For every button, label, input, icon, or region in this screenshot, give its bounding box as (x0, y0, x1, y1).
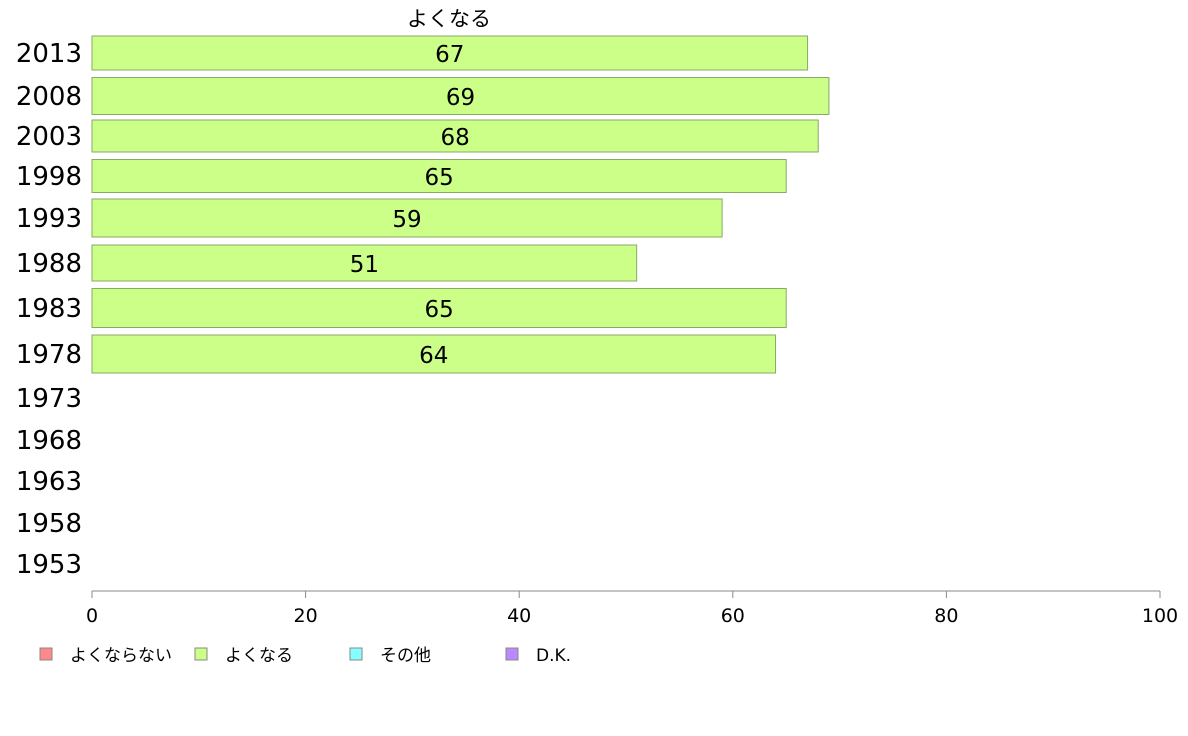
x-tick-label: 100 (1142, 605, 1178, 627)
x-tick-label: 60 (721, 605, 745, 627)
bar-value-label: 69 (446, 85, 475, 111)
legend-swatch (194, 647, 208, 661)
category-label: 1993 (16, 204, 82, 234)
bar (91, 198, 723, 238)
category-label: 1958 (16, 509, 82, 539)
legend-label: D.K. (536, 646, 571, 666)
category-label: 1953 (16, 550, 82, 580)
bar (91, 119, 819, 153)
bar-value-label: 59 (392, 207, 421, 233)
x-tick-label: 40 (507, 605, 531, 627)
category-label: 1973 (16, 384, 82, 414)
bar-value-label: 64 (419, 343, 448, 369)
bar-value-label: 65 (424, 297, 453, 323)
category-label: 2013 (16, 39, 82, 69)
x-axis: 0 20 40 60 80 100 (86, 590, 1178, 627)
category-label: 1963 (16, 467, 82, 497)
legend-swatch (349, 647, 363, 661)
category-label: 1998 (16, 162, 82, 192)
legend-swatch (505, 647, 519, 661)
bar (91, 244, 638, 282)
category-label: 1988 (16, 249, 82, 279)
bar (91, 77, 830, 115)
category-label: 1983 (16, 294, 82, 324)
category-label: 2003 (16, 122, 82, 152)
x-tick-label: 80 (934, 605, 958, 627)
bar-value-label: 51 (350, 252, 379, 278)
bar-value-label: 67 (435, 42, 464, 68)
bar (91, 334, 777, 374)
bar (91, 35, 809, 71)
x-tick-label: 0 (86, 605, 98, 627)
bar (91, 288, 787, 328)
legend-label: よくなる (225, 646, 293, 666)
legend-label: よくならない (70, 646, 172, 666)
category-label: 1968 (16, 426, 82, 456)
legend-label: その他 (380, 646, 431, 666)
bar-value-label: 65 (424, 165, 453, 191)
category-label: 1978 (16, 340, 82, 370)
x-tick-label: 20 (294, 605, 318, 627)
bar (91, 159, 787, 193)
bar-value-label: 68 (440, 125, 469, 151)
legend-swatch (39, 647, 53, 661)
series-title: よくなる (407, 7, 491, 31)
legend: よくならない よくなる その他 D.K. (39, 646, 571, 666)
category-labels: 2013 2008 2003 1998 1993 1988 1983 1978 1973 1968… (16, 39, 82, 580)
category-label: 2008 (16, 82, 82, 112)
